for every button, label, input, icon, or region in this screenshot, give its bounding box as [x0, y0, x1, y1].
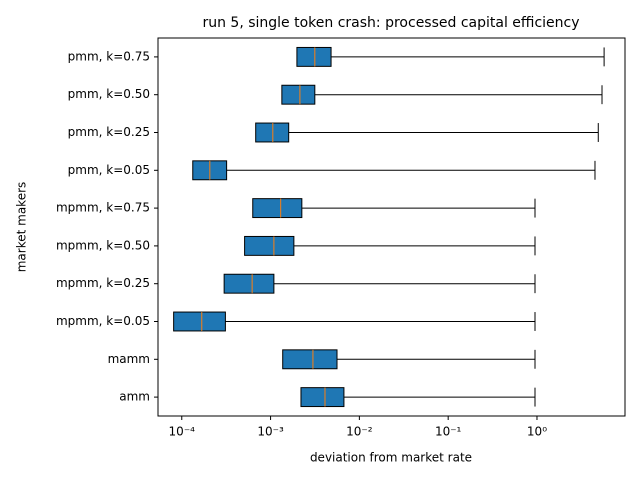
y-tick-label: mamm [108, 352, 150, 366]
y-tick-label: mpmm, k=0.75 [56, 201, 150, 215]
y-tick-label: mpmm, k=0.25 [56, 276, 150, 290]
y-tick-label: amm [119, 390, 150, 404]
y-tick-label: mpmm, k=0.50 [56, 238, 150, 252]
box [296, 46, 332, 67]
chart-title: run 5, single token crash: processed cap… [202, 15, 579, 31]
box [255, 122, 290, 143]
x-tick-label: 10⁰ [527, 425, 547, 439]
y-tick-label: pmm, k=0.75 [68, 49, 150, 63]
box [282, 349, 338, 370]
y-tick-label: pmm, k=0.05 [68, 163, 150, 177]
y-tick-label: pmm, k=0.25 [68, 125, 150, 139]
box [300, 387, 345, 408]
x-tick-label: 10⁻² [346, 425, 373, 439]
box [281, 84, 316, 105]
y-tick-label: mpmm, k=0.05 [56, 314, 150, 328]
x-tick-label: 10⁻⁴ [169, 425, 196, 439]
x-tick-label: 10⁻³ [257, 425, 284, 439]
y-axis-label: market makers [15, 182, 29, 273]
box [173, 311, 226, 332]
box [252, 198, 303, 219]
x-axis-label: deviation from market rate [310, 451, 472, 465]
box [223, 273, 275, 294]
box [244, 235, 295, 256]
plot-frame [157, 37, 626, 417]
y-tick-label: pmm, k=0.50 [68, 87, 150, 101]
x-tick-label: 10⁻¹ [435, 425, 462, 439]
